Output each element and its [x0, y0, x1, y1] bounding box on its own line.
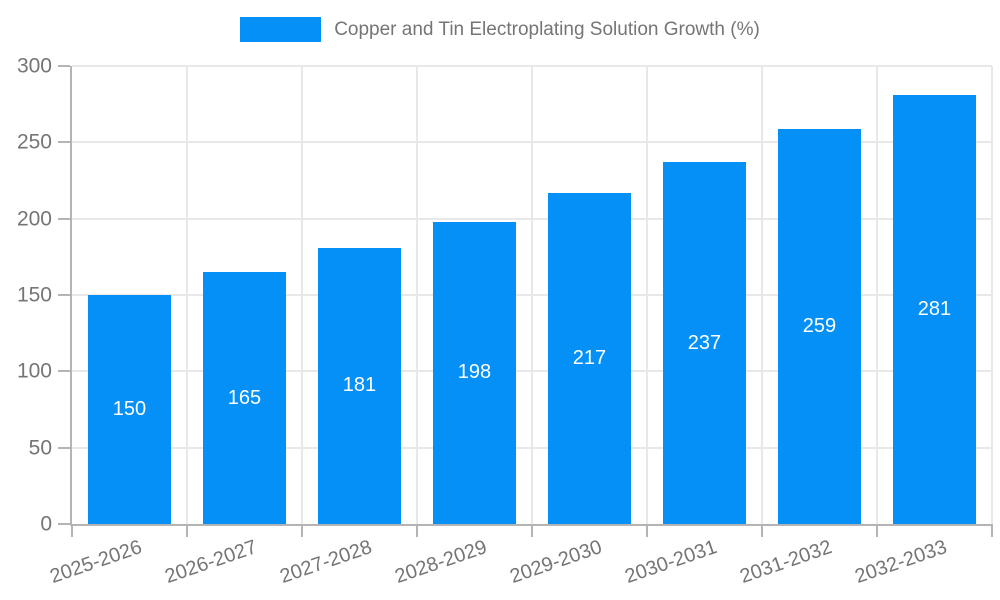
y-tick-label: 200 [16, 207, 52, 231]
bar-value-label: 237 [687, 331, 722, 354]
gridline-vertical [876, 66, 878, 524]
x-tick-label: 2026-2027 [162, 536, 260, 588]
x-axis-tick [646, 524, 648, 537]
bar-value-label: 150 [112, 398, 147, 420]
bar-value-label: 281 [917, 298, 952, 320]
gridline-vertical [416, 66, 418, 524]
x-tick-label: 2027-2028 [277, 536, 375, 588]
x-axis-tick [71, 524, 73, 537]
x-axis-tick [186, 524, 188, 537]
bar: 259 [778, 128, 861, 524]
y-tick-label: 300 [16, 54, 52, 78]
bar-value-label: 198 [457, 361, 492, 384]
x-axis-tick [761, 524, 763, 537]
x-tick-label: 2031-2032 [737, 536, 835, 588]
y-axis-tick [58, 65, 70, 67]
y-axis-tick [58, 217, 70, 220]
bar: 150 [88, 295, 171, 524]
y-axis-tick [58, 523, 70, 525]
gridline-vertical [761, 66, 763, 524]
plot-area: 0 50 100 150 200 250 300 150 2025-2026 165 2026-20… [17, 56, 993, 588]
bar-value-label: 217 [572, 346, 607, 369]
bar: 198 [433, 221, 516, 524]
y-tick-label: 150 [16, 283, 52, 307]
x-tick-label: 2029-2030 [507, 536, 605, 588]
legend-item[interactable]: Copper and Tin Electroplating Solution G… [240, 17, 760, 42]
x-axis-tick [991, 524, 993, 537]
x-tick-label: 2030-2031 [622, 536, 720, 588]
y-axis-tick [58, 370, 70, 373]
bar: 165 [203, 272, 286, 524]
x-tick-label: 2025-2026 [47, 536, 145, 588]
legend: Copper and Tin Electroplating Solution G… [0, 17, 1000, 42]
x-tick-label: 2028-2029 [392, 536, 490, 588]
y-axis-tick [58, 141, 70, 144]
x-axis-tick [416, 524, 418, 537]
y-axis-tick [58, 446, 70, 449]
gridline-vertical [186, 66, 188, 524]
x-axis-tick [531, 524, 533, 537]
gridline-vertical [531, 66, 533, 524]
bar: 181 [318, 247, 401, 524]
bar-value-label: 259 [802, 314, 837, 337]
bar: 281 [893, 95, 976, 524]
gridline-vertical [991, 66, 993, 524]
gridline-vertical [646, 66, 648, 524]
legend-swatch [240, 17, 322, 42]
y-tick-label: 0 [40, 512, 52, 536]
bar-value-label: 165 [227, 386, 262, 409]
y-tick-label: 250 [16, 130, 52, 154]
bar: 217 [548, 192, 631, 524]
x-tick-label: 2032-2033 [852, 536, 950, 588]
bar-value-label: 181 [342, 374, 377, 397]
y-tick-label: 100 [16, 359, 52, 383]
gridline-vertical [301, 66, 303, 524]
x-axis-tick [301, 524, 303, 537]
bar: 237 [663, 162, 746, 524]
y-tick-label: 50 [28, 436, 52, 460]
y-axis-tick [58, 294, 70, 296]
legend-label: Copper and Tin Electroplating Solution G… [334, 18, 760, 40]
x-axis-tick [876, 524, 878, 537]
